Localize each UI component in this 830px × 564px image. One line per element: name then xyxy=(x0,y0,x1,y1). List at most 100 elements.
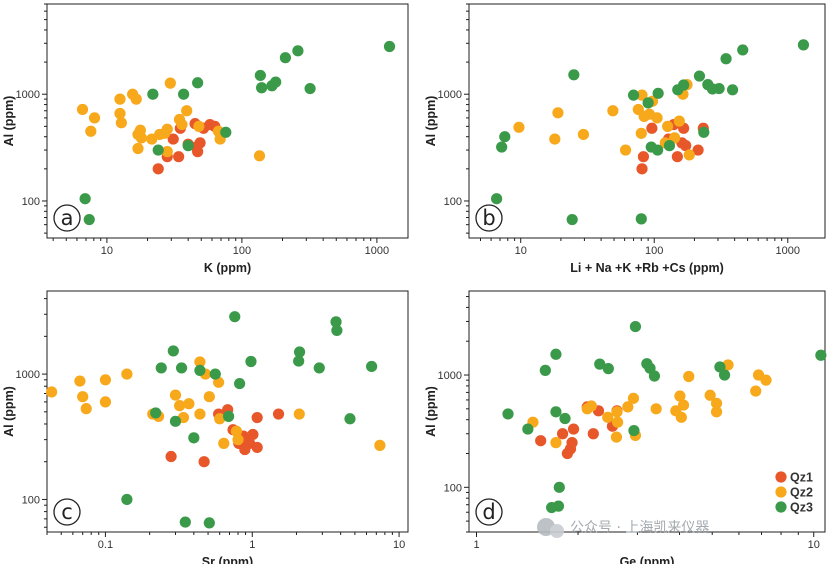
point-qz3 xyxy=(491,193,503,205)
x-tick-label: 10 xyxy=(515,245,527,257)
point-qz1 xyxy=(167,133,179,145)
point-qz3 xyxy=(245,355,257,368)
point-qz1 xyxy=(646,122,658,134)
point-qz3 xyxy=(383,40,396,53)
point-qz1 xyxy=(637,151,650,163)
point-qz2 xyxy=(230,425,243,437)
x-tick-label: 1000 xyxy=(365,245,389,257)
point-qz2 xyxy=(74,375,86,387)
point-qz3 xyxy=(188,432,200,444)
panel-letter-circle xyxy=(53,498,81,526)
point-qz1 xyxy=(680,140,692,152)
point-qz3 xyxy=(182,140,194,152)
point-qz2 xyxy=(99,374,112,386)
point-qz3 xyxy=(522,423,534,435)
x-tick-label: 10 xyxy=(808,539,820,551)
point-qz2 xyxy=(710,397,723,409)
legend-label: Qz1 xyxy=(790,471,813,485)
point-qz1 xyxy=(173,151,185,163)
point-qz2 xyxy=(174,400,186,412)
x-axis-label: Sr (ppm) xyxy=(202,555,253,564)
point-qz2 xyxy=(677,399,690,411)
point-qz1 xyxy=(567,423,580,435)
point-qz2 xyxy=(627,392,640,404)
point-qz2 xyxy=(88,112,101,124)
point-qz2 xyxy=(673,115,685,127)
point-qz2 xyxy=(130,93,142,105)
x-tick-label: 100 xyxy=(645,245,663,257)
point-qz1 xyxy=(671,151,683,163)
point-qz2 xyxy=(293,408,305,420)
point-qz2 xyxy=(683,370,695,383)
y-tick-label: 100 xyxy=(444,482,462,494)
point-qz3 xyxy=(254,69,266,82)
legend-marker-qz3 xyxy=(775,501,787,513)
point-qz3 xyxy=(815,349,827,361)
point-qz2 xyxy=(76,103,89,116)
point-qz2 xyxy=(169,389,182,401)
point-qz2 xyxy=(607,105,619,117)
point-qz3 xyxy=(502,408,514,420)
point-qz3 xyxy=(192,77,204,89)
point-qz1 xyxy=(165,450,177,463)
point-qz2 xyxy=(636,89,648,101)
point-qz3 xyxy=(499,131,511,143)
point-qz3 xyxy=(553,481,565,493)
point-qz3 xyxy=(209,368,221,380)
watermark-text: 公众号 · 上海凯来仪器 xyxy=(570,520,709,536)
point-qz3 xyxy=(797,39,810,51)
point-qz3 xyxy=(648,370,661,382)
point-qz3 xyxy=(559,412,571,425)
point-qz2 xyxy=(611,406,623,418)
point-qz3 xyxy=(718,369,731,381)
panel-letter-circle xyxy=(475,498,503,526)
point-qz3 xyxy=(713,82,725,95)
point-qz1 xyxy=(247,428,259,441)
point-qz1 xyxy=(192,146,204,158)
point-qz1 xyxy=(251,411,263,424)
point-qz2 xyxy=(651,112,663,124)
point-qz2 xyxy=(253,150,266,162)
point-qz3 xyxy=(496,141,508,153)
plot-frame xyxy=(468,290,826,533)
x-tick-label: 10 xyxy=(101,245,113,257)
point-qz3 xyxy=(678,79,690,91)
point-qz1 xyxy=(587,428,599,440)
point-qz3 xyxy=(293,346,306,358)
x-tick-label: 1000 xyxy=(776,245,800,257)
panel-d: 1 10 100 1000 Ge (ppm) Al (ppm) d xyxy=(424,290,827,564)
x-axis-label: Li + Na +K +Rb +Cs (ppm) xyxy=(570,261,724,275)
point-qz2 xyxy=(183,398,195,410)
point-qz3 xyxy=(594,358,606,370)
point-qz2 xyxy=(650,403,662,415)
point-qz2 xyxy=(552,107,564,119)
point-qz3 xyxy=(652,87,664,99)
point-qz3 xyxy=(179,516,191,528)
point-qz3 xyxy=(167,345,179,357)
panel-letter-circle xyxy=(475,204,503,232)
point-qz3 xyxy=(150,407,162,419)
point-qz3 xyxy=(293,355,305,367)
x-tick-label: 1 xyxy=(249,539,255,551)
point-qz2 xyxy=(550,437,562,449)
point-qz3 xyxy=(147,88,159,100)
point-qz1 xyxy=(251,441,263,454)
point-qz2 xyxy=(549,133,561,145)
point-qz2 xyxy=(46,386,58,398)
point-qz3 xyxy=(175,362,188,374)
point-qz3 xyxy=(642,97,654,109)
point-qz3 xyxy=(330,316,342,328)
panel-c: 0.1 1 10 100 1000 Sr (ppm) Al (ppm) c xyxy=(2,290,409,564)
x-tick-label: 1 xyxy=(473,539,479,551)
point-qz3 xyxy=(220,126,232,138)
point-qz2 xyxy=(760,374,772,386)
point-qz3 xyxy=(270,76,282,88)
panel-letter: d xyxy=(482,500,495,524)
point-qz3 xyxy=(698,126,710,138)
point-qz2 xyxy=(513,121,525,133)
point-qz1 xyxy=(535,435,547,447)
point-qz1 xyxy=(152,163,164,175)
point-qz3 xyxy=(331,324,343,337)
point-qz1 xyxy=(692,144,704,156)
